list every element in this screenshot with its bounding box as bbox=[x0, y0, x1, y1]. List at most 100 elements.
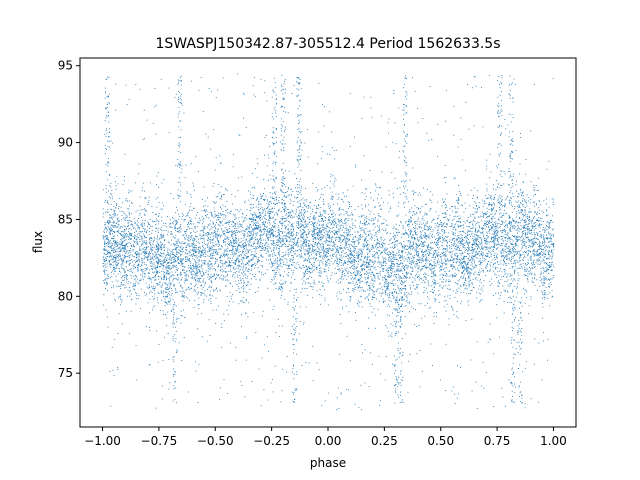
data-point bbox=[341, 260, 343, 261]
data-point bbox=[211, 282, 213, 284]
data-point bbox=[306, 267, 308, 269]
data-point bbox=[465, 287, 467, 289]
data-point bbox=[521, 232, 523, 234]
data-point bbox=[137, 254, 138, 255]
data-point bbox=[515, 296, 517, 298]
data-point bbox=[436, 243, 438, 245]
data-point bbox=[148, 200, 150, 202]
data-point bbox=[280, 258, 282, 260]
data-point bbox=[210, 248, 211, 250]
data-point bbox=[304, 254, 306, 256]
data-point bbox=[313, 215, 315, 217]
data-point bbox=[495, 268, 497, 270]
data-point bbox=[551, 257, 553, 259]
data-point bbox=[107, 237, 109, 238]
data-point bbox=[177, 269, 178, 271]
data-point bbox=[287, 227, 289, 229]
data-point bbox=[306, 271, 308, 273]
data-point bbox=[336, 225, 338, 227]
data-point bbox=[475, 266, 477, 268]
data-point bbox=[226, 212, 228, 214]
data-point bbox=[160, 263, 161, 265]
data-point bbox=[150, 246, 152, 248]
data-point bbox=[117, 223, 119, 225]
data-point bbox=[312, 182, 314, 184]
data-point bbox=[444, 248, 446, 250]
data-point bbox=[504, 173, 506, 175]
data-point bbox=[404, 233, 405, 235]
data-point bbox=[363, 257, 365, 259]
data-point bbox=[532, 253, 534, 255]
data-point bbox=[537, 263, 539, 265]
data-point bbox=[419, 258, 421, 260]
data-point bbox=[350, 253, 351, 255]
data-point bbox=[495, 255, 497, 257]
data-point bbox=[209, 335, 211, 337]
data-point bbox=[130, 234, 132, 236]
data-point bbox=[367, 240, 369, 242]
data-point bbox=[140, 238, 142, 240]
data-point bbox=[238, 268, 240, 270]
data-point bbox=[364, 298, 366, 299]
data-point bbox=[201, 265, 203, 267]
data-point bbox=[314, 243, 316, 245]
data-point bbox=[419, 261, 421, 263]
data-point bbox=[251, 253, 253, 255]
data-point bbox=[104, 239, 106, 241]
data-point bbox=[159, 238, 161, 240]
data-point bbox=[336, 233, 338, 235]
data-point bbox=[248, 243, 250, 245]
data-point bbox=[505, 272, 507, 274]
data-point bbox=[227, 222, 228, 223]
data-point bbox=[143, 255, 145, 256]
data-point bbox=[387, 254, 389, 256]
data-point bbox=[424, 272, 426, 274]
data-point bbox=[225, 205, 226, 207]
data-point bbox=[344, 240, 346, 242]
data-point bbox=[172, 236, 174, 238]
data-point bbox=[257, 203, 259, 205]
data-point bbox=[539, 224, 540, 226]
data-point bbox=[303, 237, 305, 239]
data-point bbox=[356, 246, 358, 247]
data-point bbox=[280, 220, 282, 222]
data-point bbox=[388, 276, 390, 278]
data-point bbox=[471, 233, 473, 235]
data-point bbox=[373, 264, 374, 266]
data-point bbox=[344, 231, 346, 233]
data-point bbox=[421, 257, 423, 259]
data-point bbox=[360, 236, 362, 238]
data-point bbox=[416, 220, 418, 222]
data-point bbox=[279, 239, 281, 241]
data-point bbox=[538, 200, 540, 201]
data-point bbox=[364, 256, 366, 258]
data-point bbox=[353, 247, 355, 249]
data-point bbox=[528, 250, 530, 252]
data-point bbox=[233, 238, 235, 240]
data-point bbox=[384, 283, 386, 285]
data-point bbox=[451, 257, 453, 259]
data-point bbox=[551, 296, 553, 298]
data-point bbox=[481, 233, 483, 235]
data-point bbox=[448, 219, 450, 221]
data-point bbox=[293, 269, 295, 271]
data-point bbox=[106, 235, 108, 237]
data-point bbox=[109, 220, 111, 222]
data-point bbox=[108, 223, 109, 225]
data-point bbox=[511, 263, 513, 265]
data-point bbox=[307, 277, 309, 279]
data-point bbox=[443, 274, 445, 276]
data-point bbox=[537, 232, 539, 234]
data-point bbox=[230, 242, 232, 243]
data-point bbox=[403, 294, 405, 296]
data-point bbox=[457, 267, 458, 269]
data-point bbox=[221, 274, 223, 276]
data-point bbox=[303, 243, 305, 244]
data-point bbox=[463, 266, 465, 268]
data-point bbox=[371, 289, 373, 291]
data-point bbox=[310, 213, 312, 215]
data-point bbox=[230, 230, 232, 232]
data-point bbox=[533, 240, 535, 242]
data-point bbox=[190, 223, 192, 225]
data-point bbox=[446, 260, 448, 262]
